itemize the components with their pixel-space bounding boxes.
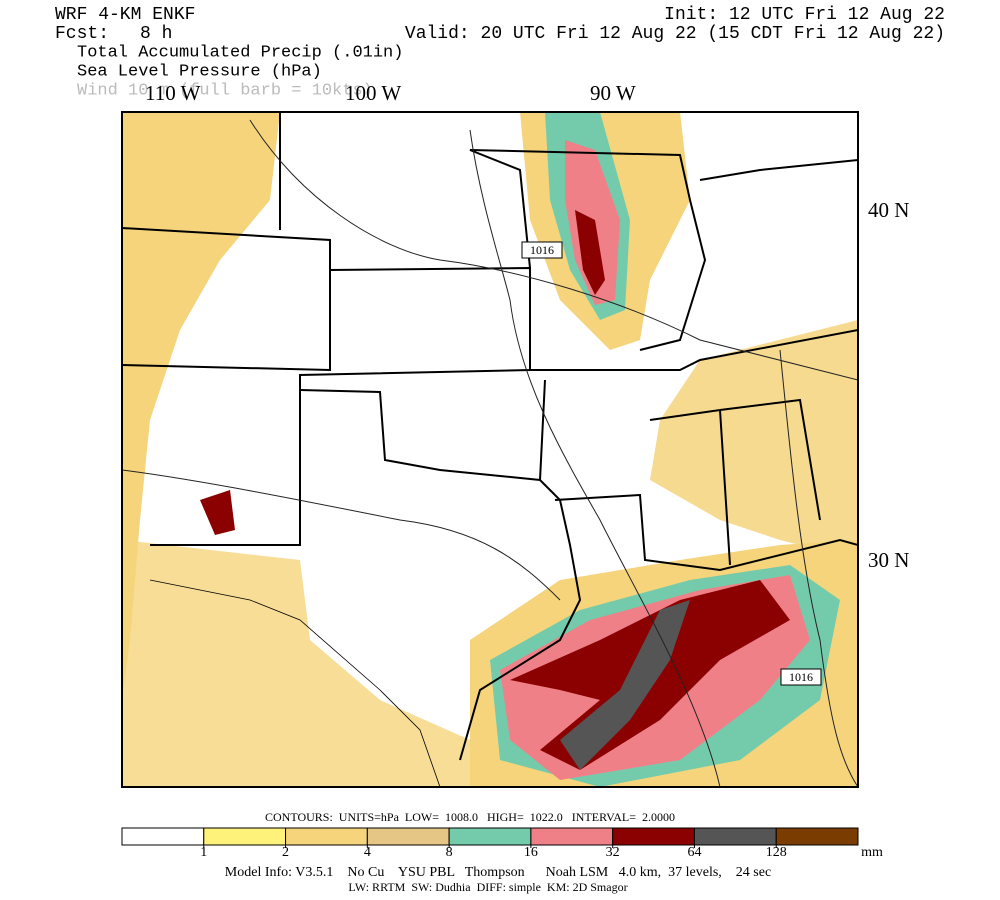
colorbar-tick-label: 8: [446, 845, 453, 860]
model-info: Model Info: V3.5.1 No Cu YSU PBL Thompso…: [225, 865, 771, 880]
color-box: [366, 827, 450, 846]
valid-time: Valid: 20 UTC Fri 12 Aug 22 (15 CDT Fri …: [405, 24, 945, 44]
colorbar-tick-label: 128: [766, 845, 787, 860]
latitude-label: 40 N: [868, 198, 909, 222]
colorbar-tick-label: 64: [687, 845, 701, 860]
colorbar-tick-label: 1: [200, 845, 207, 860]
colorbar-tick-label: 4: [364, 845, 371, 860]
longitude-label: 90 W: [590, 81, 636, 105]
contour-info: CONTOURS: UNITS=hPa LOW= 1008.0 HIGH= 10…: [265, 810, 675, 824]
colorbar-tick-label: 32: [606, 845, 620, 860]
precip-field: [122, 112, 858, 787]
isobar-label-box: [780, 668, 822, 686]
color-box: [285, 827, 368, 846]
color-box: [693, 827, 777, 846]
forecast-label: Fcst:: [55, 24, 109, 44]
color-box: [612, 827, 695, 846]
latitude-label: 30 N: [868, 548, 909, 572]
colorbar-unit: mm: [861, 845, 883, 860]
longitude-label: 110 W: [145, 81, 201, 105]
color-box: [121, 827, 205, 846]
init-time: Init: 12 UTC Fri 12 Aug 22: [664, 5, 945, 25]
color-box: [203, 827, 287, 846]
color-box: [530, 827, 614, 846]
boundaries: [122, 112, 858, 787]
map: 1016 1016: [121, 111, 859, 788]
map-frame: [121, 111, 859, 788]
field-name: Sea Level Pressure (hPa): [77, 62, 322, 81]
colorbar: 1 2 4 8 16 32 64 128 mm: [121, 827, 883, 860]
longitude-label: 100 W: [345, 81, 401, 105]
isobar-label: 1016: [530, 243, 554, 257]
isobar-label-box: [521, 241, 563, 259]
colorbar-tick-label: 2: [282, 845, 289, 860]
model-info: LW: RRTM SW: Dudhia DIFF: simple KM: 2D …: [348, 880, 627, 894]
isobar-label: 1016: [789, 670, 813, 684]
field-name: Wind 10 m (full barb = 10kts): [77, 81, 373, 100]
color-box: [448, 827, 532, 846]
colorbar-tick-label: 16: [524, 845, 538, 860]
forecast-hour: 8 h: [140, 24, 172, 44]
color-box: [775, 827, 859, 846]
model-name: WRF 4-KM ENKF: [55, 5, 195, 25]
field-name: Total Accumulated Precip (.01in): [77, 43, 403, 62]
